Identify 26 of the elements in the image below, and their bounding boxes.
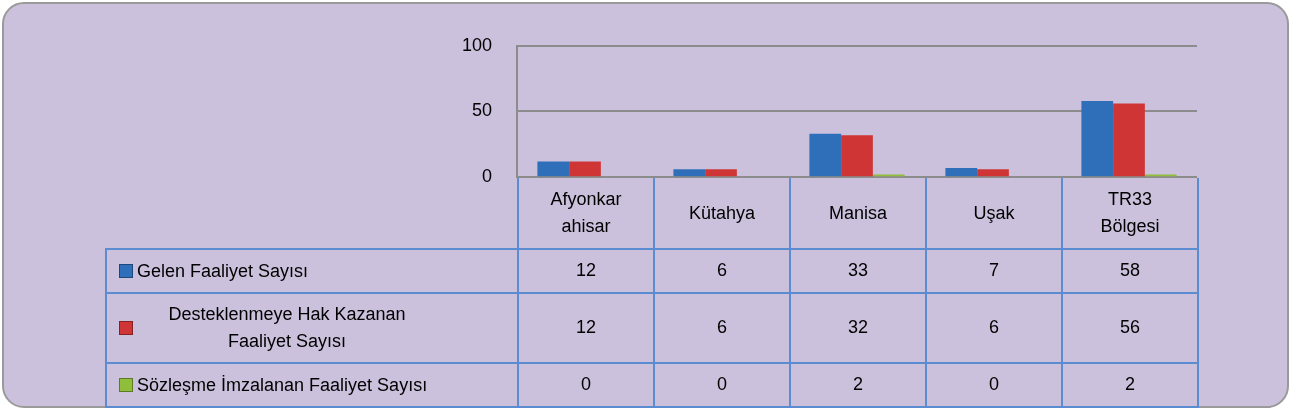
y-tick-label: 50 [471,100,492,121]
data-label: 58 [1062,249,1198,293]
x-tick-label: Uşak [973,202,1015,223]
y-tick-label: 100 [461,34,492,55]
data-label: 56 [1062,292,1198,363]
x-tick-label: TR33 Bölgesi [1100,189,1160,236]
data-label: 0 [518,362,654,407]
data-label: 33 [790,249,926,293]
data-label: 6 [654,292,790,363]
data-label: 6 [654,249,790,293]
x-tick-label: Afyonkarahisar [550,189,622,236]
data-label: 12 [518,292,654,363]
data-label: 2 [1062,362,1198,407]
x-tick-label: Kütahya [688,202,756,223]
data-label: 6 [926,292,1062,363]
y-tick-label: 0 [481,166,492,187]
x-tick-label: Manisa [828,202,888,223]
legend-label: Gelen Faaliyet Sayısı [137,260,309,281]
data-label: 12 [518,249,654,293]
data-label: 0 [654,362,790,407]
data-label: 0 [926,362,1062,407]
data-label: 2 [790,362,926,407]
legend-label: Sözleşme İmzalanan Faaliyet Sayısı [137,374,428,395]
data-label: 32 [790,292,926,363]
legend-label: Desteklenmeye Hak Kazanan Faaliyet Sayısı [168,303,406,351]
data-label: 7 [926,249,1062,293]
